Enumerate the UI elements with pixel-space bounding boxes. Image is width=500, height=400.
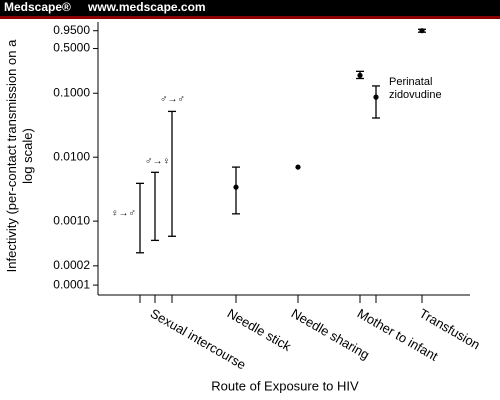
x-axis-label: Route of Exposure to HIV — [211, 378, 359, 393]
point — [373, 94, 379, 100]
y-tick-label: 0.0002 — [53, 258, 90, 272]
point-label: ♀→♂ — [111, 208, 136, 219]
x-tick-label: Needle stick — [225, 306, 294, 355]
y-tick-label: 0.0010 — [53, 213, 90, 227]
y-axis-label: Infectivity (per-contact transmission on… — [4, 39, 35, 273]
y-tick-label: 0.1000 — [53, 85, 90, 99]
y-tick-label: 0.0100 — [53, 149, 90, 163]
url: www.medscape.com — [87, 0, 206, 14]
brand: Medscape® — [4, 0, 71, 14]
y-tick-label: 0.5000 — [53, 41, 90, 55]
point — [295, 164, 301, 170]
point-label: ♂→♂ — [160, 94, 185, 105]
y-tick-label: 0.9500 — [53, 23, 90, 37]
point-label: Perinatal zidovudine — [389, 76, 442, 101]
y-tick-label: 0.0001 — [53, 277, 90, 291]
point — [233, 184, 239, 190]
point-label: ♂→♀ — [145, 156, 170, 167]
header-bar — [0, 0, 500, 16]
header-rule — [0, 16, 500, 19]
point — [419, 28, 425, 34]
point — [357, 72, 363, 79]
